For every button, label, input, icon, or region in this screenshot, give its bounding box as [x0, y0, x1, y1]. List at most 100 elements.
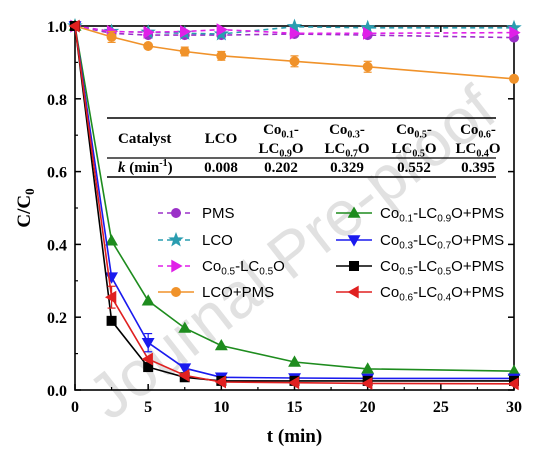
data-point	[178, 369, 190, 382]
legend-label-part: -LC	[413, 232, 437, 249]
x-tick-label: 0	[71, 399, 79, 416]
table-column-head-line2-part: 0.5	[412, 148, 425, 159]
data-point	[105, 272, 118, 284]
data-point	[141, 294, 155, 306]
table-column-head-line2-part: LC	[391, 141, 412, 157]
legend-item: PMS	[158, 205, 235, 222]
data-point	[288, 355, 301, 367]
legend-item: Co0.6-LC0.4O+PMS	[336, 284, 504, 303]
series-line	[74, 25, 515, 372]
legend-label-part: 0.9	[437, 213, 451, 224]
data-point	[178, 321, 192, 333]
legend-label-part: Co	[380, 232, 399, 249]
y-tick-label: 0.6	[47, 165, 67, 182]
table-value: 0.202	[264, 160, 298, 176]
table-column-head-line1-part: Co	[396, 122, 414, 138]
legend-label-part: Co	[380, 284, 399, 301]
legend-item: Co0.3-LC0.7O+PMS	[336, 232, 504, 251]
legend-label-part: O+PMS	[451, 284, 504, 301]
table-value: 0.329	[330, 160, 364, 176]
legend-label-part: O+PMS	[451, 205, 504, 222]
x-tick-label: 5	[144, 399, 152, 416]
table-column-head-line2-part: LC	[258, 141, 279, 157]
x-tick-label: 30	[506, 399, 522, 416]
data-point	[105, 234, 118, 246]
legend-label-part: -LC	[235, 258, 259, 275]
data-point	[143, 25, 155, 39]
table-column-head-line1-part: 0.1	[281, 129, 294, 140]
table-column-head-line2-part: LC	[324, 141, 345, 157]
data-point	[509, 26, 521, 39]
series-line	[74, 25, 515, 39]
x-tick-label: 10	[213, 399, 229, 416]
table-header-lco: LCO	[205, 131, 238, 147]
table-column-head-line2-part: 0.4	[476, 148, 489, 159]
legend-label: Co0.1-LC0.9O+PMS	[380, 205, 504, 224]
data-point	[106, 315, 117, 326]
legend-label: Co0.5-LC0.5O+PMS	[380, 258, 504, 277]
table-column-head-line1: Co0.3-	[329, 122, 365, 140]
legend-swatch-marker	[347, 285, 359, 299]
y-axis-label: C/C0	[14, 188, 37, 227]
legend-label-part: Co	[380, 258, 399, 275]
x-tick-label: 20	[360, 399, 376, 416]
series-7	[68, 19, 519, 391]
legend-label-part: -LC	[413, 258, 437, 275]
legend-label-part: O+PMS	[451, 258, 504, 275]
table-value: 0.395	[461, 160, 495, 176]
series-layer	[67, 17, 522, 391]
table-column-head-line1-part: Co	[329, 122, 347, 138]
table-column-head-line2-part: O	[489, 141, 501, 157]
legend-label-part: 0.3	[399, 240, 413, 251]
legend-label-part: LCO+PMS	[202, 284, 274, 301]
table-column-head-line1: Co0.1-	[263, 122, 299, 140]
legend-label: Co0.6-LC0.4O+PMS	[380, 284, 504, 303]
table-header-catalyst: Catalyst	[118, 131, 171, 147]
legend-swatch-marker	[170, 207, 181, 218]
x-tick-label: 15	[287, 399, 303, 416]
table-column-head-line2: LC0.9O	[258, 141, 303, 159]
table-column-head-line2-part: 0.9	[279, 148, 292, 159]
table-column-head-line2-part: LC	[455, 141, 476, 157]
table-column-head-line2-part: O	[292, 141, 304, 157]
legend-swatch-marker	[168, 231, 184, 247]
data-point	[68, 19, 80, 33]
legend: PMS LCO Co0.5-LC0.5O LCO+PMS Co0.1-LC0.9O+PM…	[158, 205, 504, 303]
series-line	[74, 25, 514, 35]
data-point	[178, 363, 192, 375]
data-point	[507, 377, 519, 391]
legend-swatch-marker	[347, 206, 361, 218]
data-point	[179, 25, 192, 38]
legend-label: PMS	[202, 205, 235, 222]
table-column-head-line1-part: -	[360, 122, 365, 138]
table-column-head-line2: LC0.4O	[455, 141, 500, 159]
data-point	[214, 375, 227, 389]
series-line	[74, 25, 515, 35]
legend-label: Co0.5-LC0.5O	[202, 258, 285, 277]
data-point	[143, 41, 154, 52]
x-axis-label: t (min)	[267, 426, 322, 447]
data-point	[361, 377, 373, 390]
table-column-head-line1: Co0.6-	[460, 122, 496, 140]
y-axis-label-sub: 0	[22, 188, 37, 195]
table-value: 0.552	[397, 160, 431, 176]
legend-label-part: 0.5	[259, 266, 273, 277]
data-point	[289, 26, 302, 40]
series-line	[74, 25, 515, 80]
table-column-head-line1-part: 0.6	[478, 129, 491, 140]
legend-item: LCO	[158, 231, 233, 249]
legend-label-part: PMS	[202, 205, 235, 222]
table-value-lco: 0.008	[204, 160, 238, 176]
table-column-head-line1-part: -	[427, 122, 432, 138]
legend-swatch-marker	[170, 286, 181, 297]
y-axis-label-main: C/C	[14, 195, 35, 228]
table-column-head-line2-part: O	[358, 141, 370, 157]
data-point	[287, 376, 300, 390]
legend-label: LCO	[202, 232, 233, 249]
table-column-head-line2-part: 0.7	[345, 148, 358, 159]
legend-item: Co0.1-LC0.9O+PMS	[336, 205, 504, 224]
y-tick-label: 0.4	[47, 237, 67, 254]
legend-label-part: O+PMS	[451, 232, 504, 249]
table-column-head-line2-part: O	[425, 141, 437, 157]
